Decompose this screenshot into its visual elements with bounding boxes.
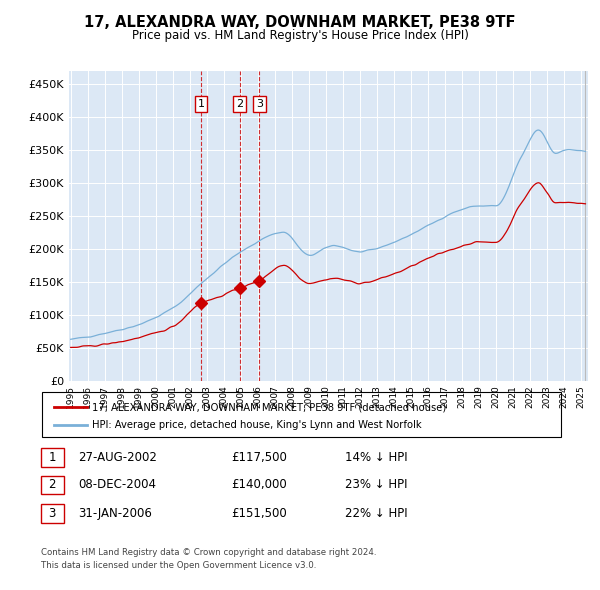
Text: 31-JAN-2006: 31-JAN-2006 — [78, 507, 152, 520]
Text: 3: 3 — [256, 99, 263, 109]
Text: 08-DEC-2004: 08-DEC-2004 — [78, 478, 156, 491]
Text: 1: 1 — [49, 451, 56, 464]
Text: 17, ALEXANDRA WAY, DOWNHAM MARKET, PE38 9TF: 17, ALEXANDRA WAY, DOWNHAM MARKET, PE38 … — [84, 15, 516, 30]
Text: £117,500: £117,500 — [231, 451, 287, 464]
Text: Price paid vs. HM Land Registry's House Price Index (HPI): Price paid vs. HM Land Registry's House … — [131, 30, 469, 42]
Text: 2: 2 — [49, 478, 56, 491]
Text: 1: 1 — [197, 99, 205, 109]
Text: Contains HM Land Registry data © Crown copyright and database right 2024.: Contains HM Land Registry data © Crown c… — [41, 548, 376, 556]
Text: £140,000: £140,000 — [231, 478, 287, 491]
Text: 14% ↓ HPI: 14% ↓ HPI — [345, 451, 407, 464]
Text: 17, ALEXANDRA WAY, DOWNHAM MARKET, PE38 9TF (detached house): 17, ALEXANDRA WAY, DOWNHAM MARKET, PE38 … — [92, 402, 446, 412]
Text: 22% ↓ HPI: 22% ↓ HPI — [345, 507, 407, 520]
Text: This data is licensed under the Open Government Licence v3.0.: This data is licensed under the Open Gov… — [41, 560, 316, 569]
Text: HPI: Average price, detached house, King's Lynn and West Norfolk: HPI: Average price, detached house, King… — [92, 420, 421, 430]
Text: 2: 2 — [236, 99, 243, 109]
Text: £151,500: £151,500 — [231, 507, 287, 520]
Text: 23% ↓ HPI: 23% ↓ HPI — [345, 478, 407, 491]
Text: 3: 3 — [49, 507, 56, 520]
Text: 27-AUG-2002: 27-AUG-2002 — [78, 451, 157, 464]
